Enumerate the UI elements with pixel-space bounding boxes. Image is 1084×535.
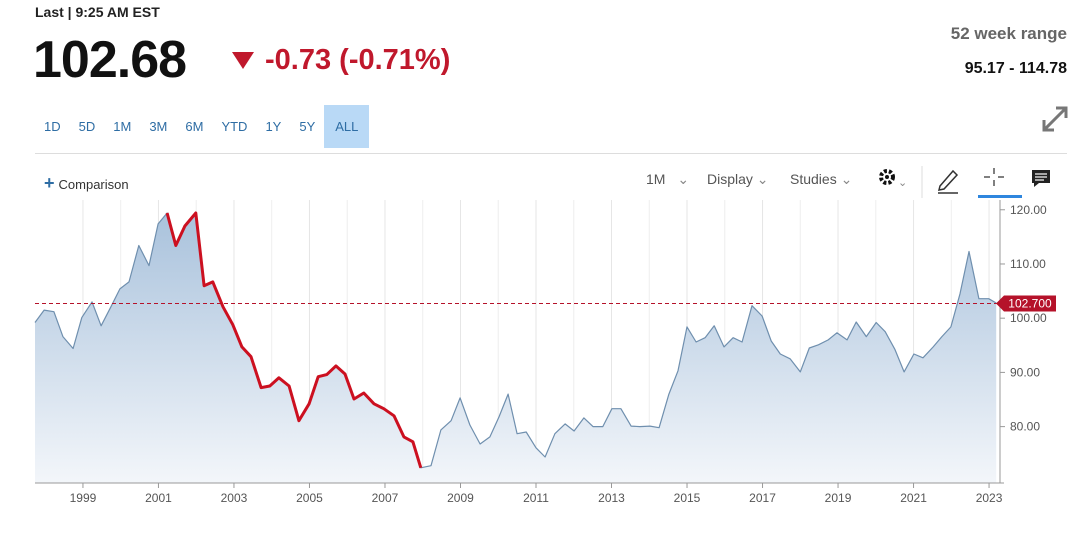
range-value: 95.17 - 114.78 (964, 60, 1067, 77)
settings-icon[interactable]: ⌄ (879, 169, 907, 189)
active-tool-underline (978, 195, 1022, 198)
x-tick-label: 2009 (447, 491, 474, 505)
x-tick-label: 2005 (296, 491, 323, 505)
down-arrow (232, 52, 254, 69)
area (35, 213, 997, 483)
price: 102.68 (33, 31, 187, 89)
plus-icon: + (44, 173, 55, 193)
comparison-label: Comparison (58, 177, 129, 192)
y-tick-label: 110.00 (1010, 257, 1046, 271)
range-button[interactable]: 1M (113, 119, 132, 134)
interval-button[interactable]: 1M ⌄ (646, 171, 690, 187)
y-tick-label: 90.00 (1010, 365, 1040, 379)
comment-icon[interactable] (1032, 170, 1050, 187)
svg-text:⌄: ⌄ (898, 177, 907, 189)
range-button[interactable]: 3M (149, 119, 168, 134)
display-button[interactable]: Display ⌄ (707, 171, 769, 187)
x-tick-label: 2007 (372, 491, 399, 505)
x-tick-label: 2017 (749, 491, 776, 505)
x-tick-label: 2019 (825, 491, 852, 505)
x-tick-label: 2021 (900, 491, 927, 505)
last-price-label: 102.700 (1008, 297, 1052, 311)
comparison-button[interactable]: + Comparison (44, 173, 129, 194)
studies-button[interactable]: Studies ⌄ (790, 171, 853, 187)
range-button[interactable]: 1D (44, 119, 61, 134)
separator (35, 153, 1067, 154)
range-title: 52 week range (950, 24, 1067, 43)
x-tick-label: 2001 (145, 491, 172, 505)
last-time: Last | 9:25 AM EST (35, 4, 160, 20)
x-tick-label: 2013 (598, 491, 625, 505)
highlight-line (165, 211, 423, 469)
display-label: Display (707, 171, 753, 187)
interval-label: 1M (646, 171, 666, 187)
expand-icon[interactable] (1040, 104, 1070, 134)
range-button[interactable]: 6M (185, 119, 204, 134)
crosshair-icon[interactable] (984, 168, 1004, 186)
studies-label: Studies (790, 171, 837, 187)
x-tick-label: 2015 (674, 491, 701, 505)
draw-icon[interactable] (937, 169, 959, 194)
range-buttons: 1D 5D 1M 3M 6M YTD 1Y 5Y ALL (35, 105, 370, 148)
toolbar-icons: ⌄ (879, 166, 1050, 198)
range-button[interactable]: YTD (221, 119, 248, 134)
last-price-tag (996, 295, 1056, 312)
range-button[interactable]: 5D (78, 119, 96, 134)
range-button[interactable]: 5Y (299, 119, 316, 134)
x-tick-label: 2011 (523, 491, 549, 505)
y-tick-label: 80.00 (1010, 420, 1040, 434)
range-button[interactable]: ALL (324, 105, 370, 148)
y-tick-label: 100.00 (1010, 311, 1047, 325)
y-tick-label: 120.00 (1010, 203, 1047, 217)
price-change: -0.73 (-0.71%) (265, 44, 451, 76)
x-tick-label: 1999 (70, 491, 97, 505)
x-tick-label: 2003 (221, 491, 248, 505)
x-tick-label: 2023 (976, 491, 1003, 505)
range-button[interactable]: 1Y (265, 119, 282, 134)
